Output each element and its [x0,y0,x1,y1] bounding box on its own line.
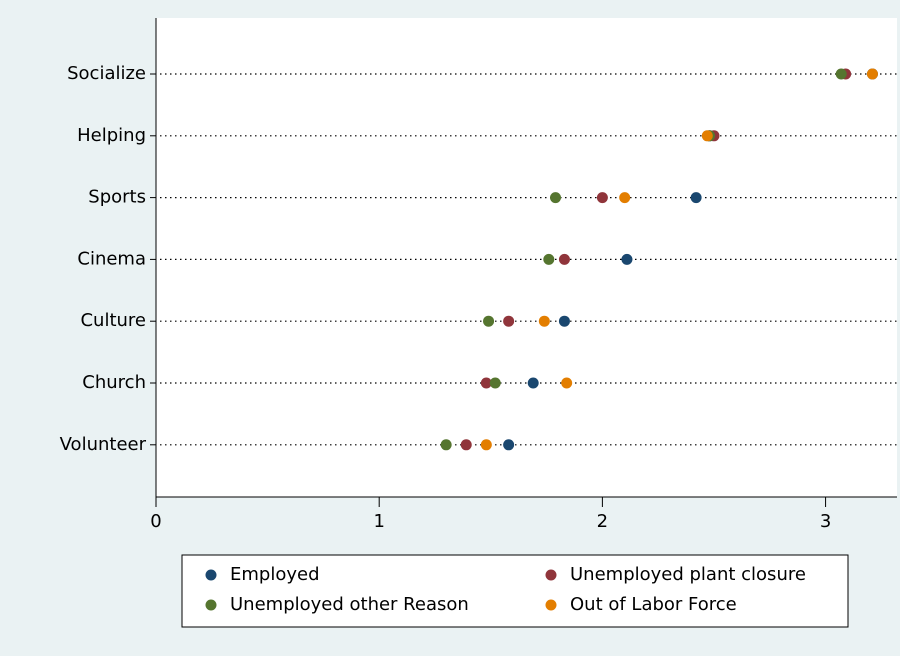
y-tick-label: Church [82,372,146,393]
x-tick-label: 1 [373,511,384,532]
dot [503,439,515,451]
dot [866,68,878,80]
x-tick-label: 2 [597,511,608,532]
dot [596,192,608,204]
legend [181,554,849,628]
dot [835,68,847,80]
y-tick-label: Sports [88,187,146,208]
dot [543,253,555,265]
dot [701,130,713,142]
y-tick-label: Cinema [77,248,146,269]
dot [558,253,570,265]
dot [538,315,550,327]
dot [480,439,492,451]
legend-label: Employed [230,564,320,585]
dot [440,439,452,451]
dot [550,192,562,204]
dot [460,439,472,451]
dot [690,192,702,204]
legend-label: Unemployed other Reason [230,594,469,615]
dot [527,377,539,389]
legend-label: Out of Labor Force [570,594,737,615]
plot-area [156,18,897,497]
x-tick-label: 3 [820,511,831,532]
dot [503,315,515,327]
dot [483,315,495,327]
dot [489,377,501,389]
dot [480,377,492,389]
dot [558,315,570,327]
legend-label: Unemployed plant closure [570,564,806,585]
y-tick-label: Volunteer [60,434,147,455]
legend-marker [205,599,217,611]
legend-marker [205,569,217,581]
dot [561,377,573,389]
y-tick-label: Helping [77,125,146,146]
legend-marker [545,599,557,611]
x-tick-label: 0 [150,511,161,532]
dot [621,253,633,265]
legend-marker [545,569,557,581]
y-tick-label: Socialize [67,63,146,84]
y-tick-label: Culture [80,310,146,331]
dot [619,192,631,204]
